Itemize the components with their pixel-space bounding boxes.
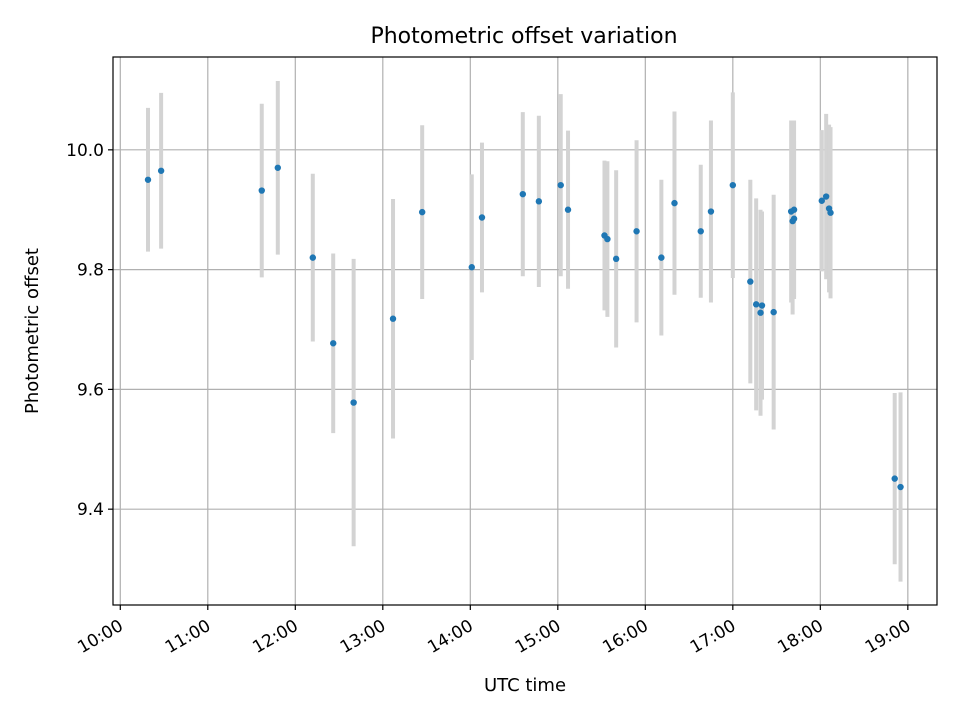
data-point [144, 176, 152, 183]
data-point [468, 264, 475, 271]
data-point [557, 181, 564, 189]
plot-area-frame [112, 56, 938, 606]
data-point [827, 209, 834, 216]
data-point [671, 199, 678, 207]
chart-title: Photometric offset variation [370, 24, 677, 49]
y-axis-ticks: 9.4 9.6 9.8 10.0 [66, 141, 113, 520]
data-point [330, 340, 337, 347]
data-point [389, 315, 397, 322]
data-point [274, 164, 281, 171]
data-point [633, 228, 640, 235]
data-point [818, 197, 825, 204]
y-tick-label: 9.6 [77, 380, 104, 400]
data-point [604, 235, 611, 243]
data-point [658, 254, 665, 261]
data-point [752, 301, 760, 308]
data-point [790, 206, 798, 213]
data-point [418, 208, 426, 216]
x-axis-label: UTC time [484, 675, 566, 696]
data-point [790, 215, 798, 222]
data-point [258, 187, 265, 194]
data-point [758, 302, 766, 309]
data-point [519, 190, 527, 198]
y-axis-label: Photometric offset [22, 248, 43, 414]
data-point [564, 206, 572, 213]
data-point [535, 198, 543, 205]
y-tick-label: 9.8 [77, 261, 104, 281]
data-point [770, 308, 777, 316]
y-tick-label: 10.0 [66, 141, 104, 161]
data-point [707, 208, 715, 215]
data-point [478, 214, 486, 221]
data-point [729, 181, 737, 189]
data-point [309, 254, 317, 261]
data-point [897, 483, 904, 491]
y-tick-label: 9.4 [77, 500, 104, 520]
data-point [891, 475, 898, 482]
data-point [822, 193, 830, 200]
data-point [612, 255, 620, 263]
data-points [144, 164, 904, 491]
data-point [157, 167, 165, 174]
data-point [757, 309, 764, 316]
data-point [697, 228, 704, 235]
data-point [350, 399, 357, 406]
data-point [747, 278, 754, 285]
